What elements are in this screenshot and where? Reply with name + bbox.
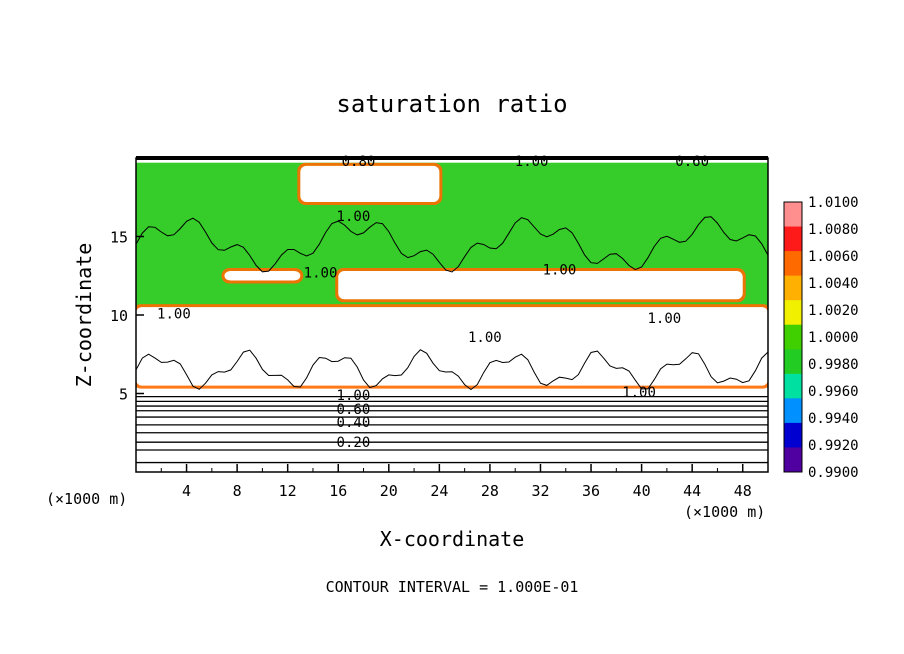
region-white-2: [338, 271, 743, 300]
x-tick-label-36: 36: [582, 482, 600, 500]
y-tick-label-15: 15: [110, 229, 128, 247]
contour-label-13: 0.20: [337, 435, 371, 451]
colorbar-label-1: 1.0080: [808, 222, 859, 238]
colorbar-swatch-4: [784, 300, 802, 326]
contour-label-7: 1.00: [647, 311, 681, 327]
contour-wavy: [136, 349, 768, 391]
contour-label-12: 0.40: [337, 415, 371, 431]
colorbar-label-6: 0.9980: [808, 357, 859, 373]
x-tick-label-20: 20: [380, 482, 398, 500]
colorbar-swatch-7: [784, 373, 802, 399]
x-axis-ticks: 4 8 12 16 20 24 28 32 36 40 44 48: [160, 464, 752, 500]
colorbar-label-5: 1.0000: [808, 330, 859, 346]
x-tick-label-12: 12: [279, 482, 297, 500]
colorbar-label-3: 1.0040: [808, 276, 859, 292]
colorbar-label-8: 0.9940: [808, 411, 859, 427]
x-tick-label-44: 44: [683, 482, 701, 500]
x-unit-left: (×1000 m): [46, 490, 127, 508]
colorbar-swatch-1: [784, 226, 802, 252]
x-tick-label-32: 32: [531, 482, 549, 500]
y-tick-label-10: 10: [110, 307, 128, 325]
colorbar-swatch-8: [784, 398, 802, 424]
x-tick-label-48: 48: [734, 482, 752, 500]
x-tick-label-28: 28: [481, 482, 499, 500]
colorbar-label-10: 0.9900: [808, 465, 859, 481]
colorbar-swatch-5: [784, 324, 802, 350]
colorbar-frame: [783, 201, 803, 473]
x-tick-label-8: 8: [233, 482, 242, 500]
contour-label-11: 0.60: [337, 402, 371, 418]
contour-label-8: 1.00: [468, 330, 502, 346]
contour-upper: [136, 216, 768, 273]
y-axis-ticks: 5 10 15: [110, 229, 144, 404]
colorbar: 1.0100 1.0080 1.0060 1.0040 1.0020 1.0000 0.99…: [783, 195, 859, 481]
contour-label-5: 1.00: [543, 262, 577, 278]
colorbar-swatch-10: [784, 447, 802, 473]
colorbar-label-4: 1.0020: [808, 303, 859, 319]
y-axis-label: Z-coordinate: [72, 243, 96, 388]
contour-label-3: 1.00: [337, 209, 371, 225]
colorbar-label-2: 1.0060: [808, 249, 859, 265]
chart-title: saturation ratio: [336, 90, 567, 118]
colorbar-label-0: 1.0100: [808, 195, 859, 211]
plot-area: 0.80 1.00 0.601.001.00 1.001.00 1.001.001.00…: [135, 154, 769, 473]
contour-interval-note: CONTOUR INTERVAL = 1.000E-01: [326, 578, 579, 596]
saturation-fill-regions: [136, 162, 768, 389]
x-tick-label-4: 4: [182, 482, 191, 500]
region-white-0: [300, 165, 440, 202]
colorbar-swatch-3: [784, 275, 802, 301]
x-unit-right: (×1000 m): [684, 503, 765, 521]
colorbar-swatch-9: [784, 422, 802, 448]
contour-label-4: 1.00: [304, 266, 338, 282]
x-tick-label-40: 40: [633, 482, 651, 500]
contour-label-9: 1.00: [622, 385, 656, 401]
colorbar-swatch-2: [784, 251, 802, 277]
x-tick-label-24: 24: [430, 482, 448, 500]
contour-label-6: 1.00: [157, 306, 191, 322]
x-axis-label: X-coordinate: [380, 527, 525, 551]
colorbar-label-7: 0.9960: [808, 384, 859, 400]
colorbar-label-9: 0.9920: [808, 438, 859, 454]
y-tick-label-5: 5: [119, 386, 128, 404]
colorbar-swatch-6: [784, 349, 802, 375]
contour-lines: [136, 216, 768, 464]
contour-label-10: 1.00: [337, 388, 371, 404]
colorbar-swatch-0: [784, 202, 802, 228]
x-tick-label-16: 16: [329, 482, 347, 500]
region-white-1: [224, 271, 301, 281]
